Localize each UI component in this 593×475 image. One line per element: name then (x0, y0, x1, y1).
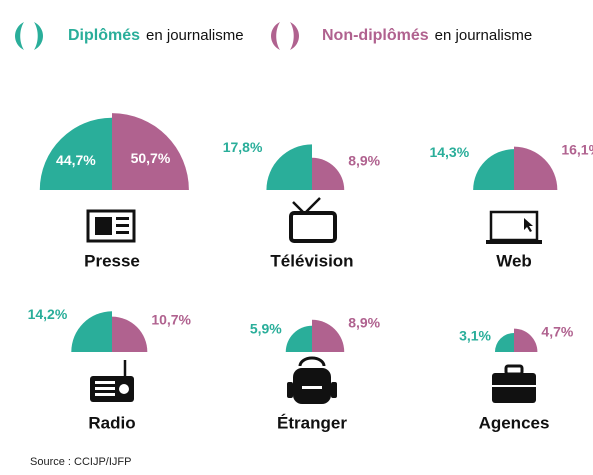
quarter (473, 149, 514, 190)
value-label: 3,1% (459, 328, 491, 344)
value-label: 8,9% (348, 314, 380, 330)
backpack-icon (287, 356, 337, 404)
quarter (112, 316, 148, 352)
quarter (514, 146, 558, 190)
briefcase-icon (492, 364, 536, 403)
value-label: 50,7% (131, 150, 171, 166)
value-label: 4,7% (541, 323, 573, 339)
newspaper-icon (86, 209, 136, 243)
legend-icon (271, 22, 299, 50)
value-label: 14,3% (429, 144, 469, 160)
quarter (71, 311, 112, 352)
value-label: 14,2% (28, 306, 68, 322)
source: Source : CCIJP/IJFP (30, 456, 131, 468)
icons (86, 197, 542, 404)
quarter (312, 319, 345, 352)
value-label: 10,7% (151, 311, 191, 327)
category-label: Web (496, 251, 532, 270)
legend-label: Non-diplômés (322, 27, 429, 44)
legend-icon (15, 22, 43, 50)
quarter (39, 117, 112, 190)
category-label: Radio (88, 413, 135, 432)
category-label: Presse (84, 251, 140, 270)
legend-label: Diplômés (68, 27, 140, 44)
quarter (285, 325, 312, 352)
quarter (266, 144, 312, 190)
value-label: 17,8% (223, 139, 263, 155)
quarter (514, 328, 538, 352)
quarter (312, 157, 345, 190)
value-label: 5,9% (250, 320, 282, 336)
legend-note: en journalisme (435, 27, 533, 44)
value-label: 16,1% (561, 141, 593, 157)
value-label: 8,9% (348, 152, 380, 168)
category-label: Étranger (277, 413, 347, 432)
category-label: Agences (479, 413, 550, 432)
value-label: 44,7% (56, 152, 96, 168)
tv-icon (289, 197, 337, 243)
radio-icon (90, 360, 134, 402)
category-label: Télévision (270, 251, 353, 270)
laptop-icon (486, 210, 542, 244)
quarter (494, 332, 514, 352)
quarter (112, 113, 189, 190)
legend-note: en journalisme (146, 27, 244, 44)
